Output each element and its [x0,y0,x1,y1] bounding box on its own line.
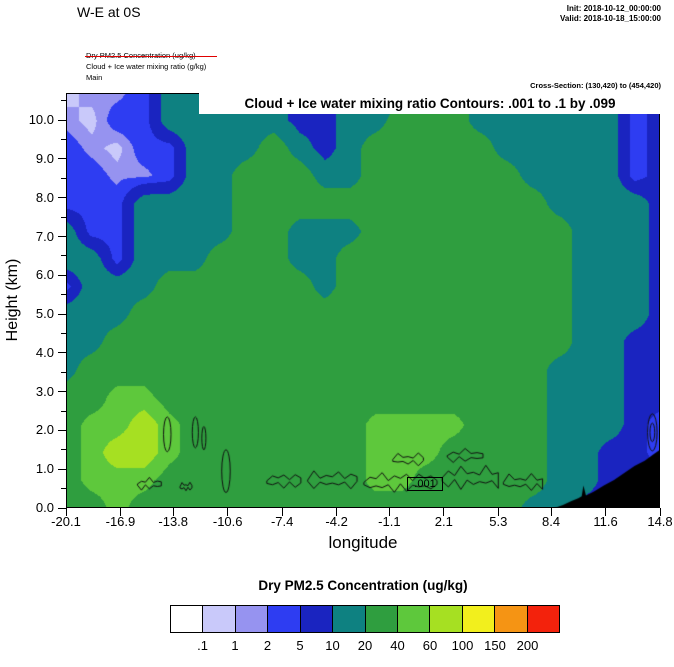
legend-red-strike-line [85,56,217,57]
y-major-tick [58,274,66,276]
y-tick-label: 5.0 [35,306,54,322]
x-axis-title: longitude [328,533,398,552]
colorbar-swatch [526,605,561,633]
x-tick-label: 5.3 [489,514,508,529]
y-major-tick [58,236,66,237]
x-major-tick [172,508,174,516]
x-tick-label: -4.2 [325,514,348,529]
x-tick-label: -7.4 [270,514,294,529]
y-major-tick [58,391,66,393]
x-major-tick [227,508,229,516]
field-legend-cloud-ice: Cloud + Ice water mixing ratio (g/kg) [86,62,207,71]
colorbar-title: Dry PM2.5 Concentration (ug/kg) [258,578,468,593]
x-tick-label: 11.6 [593,514,618,529]
colorbar-swatch [364,605,398,633]
colorbar-swatch [234,605,269,633]
colorbar-tick-label: 10 [325,638,340,653]
x-tick-label: -1.1 [378,514,401,529]
x-major-tick [550,508,552,516]
valid-time-label: Valid: 2018-10-18_15:00:00 [560,14,661,23]
x-tick-label: 2.1 [434,514,453,529]
colorbar [170,605,561,633]
colorbar-tick-label: .1 [197,638,208,653]
colorbar-tick-label: 20 [357,638,373,653]
y-tick-label: 3.0 [35,383,54,399]
colorbar-swatch [299,605,334,633]
y-major-tick [58,119,66,121]
x-tick-label: 8.4 [542,514,561,529]
x-major-tick [336,508,338,516]
x-major-tick [605,508,607,516]
colorbar-tick-label: 150 [484,638,506,653]
colorbar-swatch [267,605,301,633]
colorbar-swatch [202,605,236,633]
field-legend-pm25: Dry PM2.5 Concentration (ug/kg) [86,51,196,60]
x-major-tick [443,508,445,516]
y-tick-label: 6.0 [35,267,54,283]
x-major-tick [388,508,390,516]
x-tick-label: -20.1 [51,514,81,529]
contour-field-canvas [66,93,660,508]
x-major-tick [65,508,67,516]
y-tick-label: 2.0 [35,422,54,438]
colorbar-tick-label: 40 [390,638,405,653]
y-tick-label: 8.0 [35,189,54,205]
x-major-tick [281,508,283,516]
y-major-tick [58,313,66,315]
x-major-tick [659,508,661,516]
y-tick-label: 10.0 [28,112,54,128]
y-tick-label: 9.0 [35,150,54,166]
colorbar-swatch [461,605,496,633]
colorbar-tick-label: 2 [263,638,272,653]
colorbar-swatch [494,605,528,633]
colorbar-swatch [332,605,366,633]
colorbar-tick-label: 1 [231,638,239,653]
colorbar-swatch [170,605,204,633]
y-tick-label: 7.0 [35,228,54,244]
colorbar-tick-label: 100 [451,638,474,653]
y-major-tick [58,429,66,431]
colorbar-tick-label: 5 [296,638,304,653]
x-tick-label: -10.6 [212,514,243,529]
contour-value-label: .001 [407,477,443,491]
colorbar-tick-label: 60 [422,638,438,653]
colorbar-swatch [429,605,463,633]
y-major-tick [58,468,66,470]
y-tick-label: 0.0 [35,500,54,515]
y-major-tick [58,197,66,199]
y-major-tick [58,158,66,160]
x-tick-label: 14.8 [647,514,673,529]
colorbar-swatch [396,605,431,633]
cross-section-coords: Cross-Section: (130,420) to (454,420) [530,81,661,90]
y-tick-label: 4.0 [35,344,54,360]
y-major-tick [58,507,66,509]
colorbar-tick-label: 200 [516,638,539,653]
y-axis-title: Height (km) [4,258,21,342]
page-title: W-E at 0S [77,4,141,20]
contour-info-banner: Cloud + Ice water mixing ratio Contours:… [199,93,661,114]
y-tick-label: 1.0 [35,461,54,477]
field-legend-domain: Main [86,73,103,82]
init-time-label: Init: 2018-10-12_00:00:00 [566,4,661,13]
y-major-tick [58,352,66,354]
x-tick-label: -13.8 [158,514,189,529]
x-major-tick [497,508,499,516]
x-major-tick [119,508,121,516]
x-tick-label: -16.9 [105,514,136,529]
